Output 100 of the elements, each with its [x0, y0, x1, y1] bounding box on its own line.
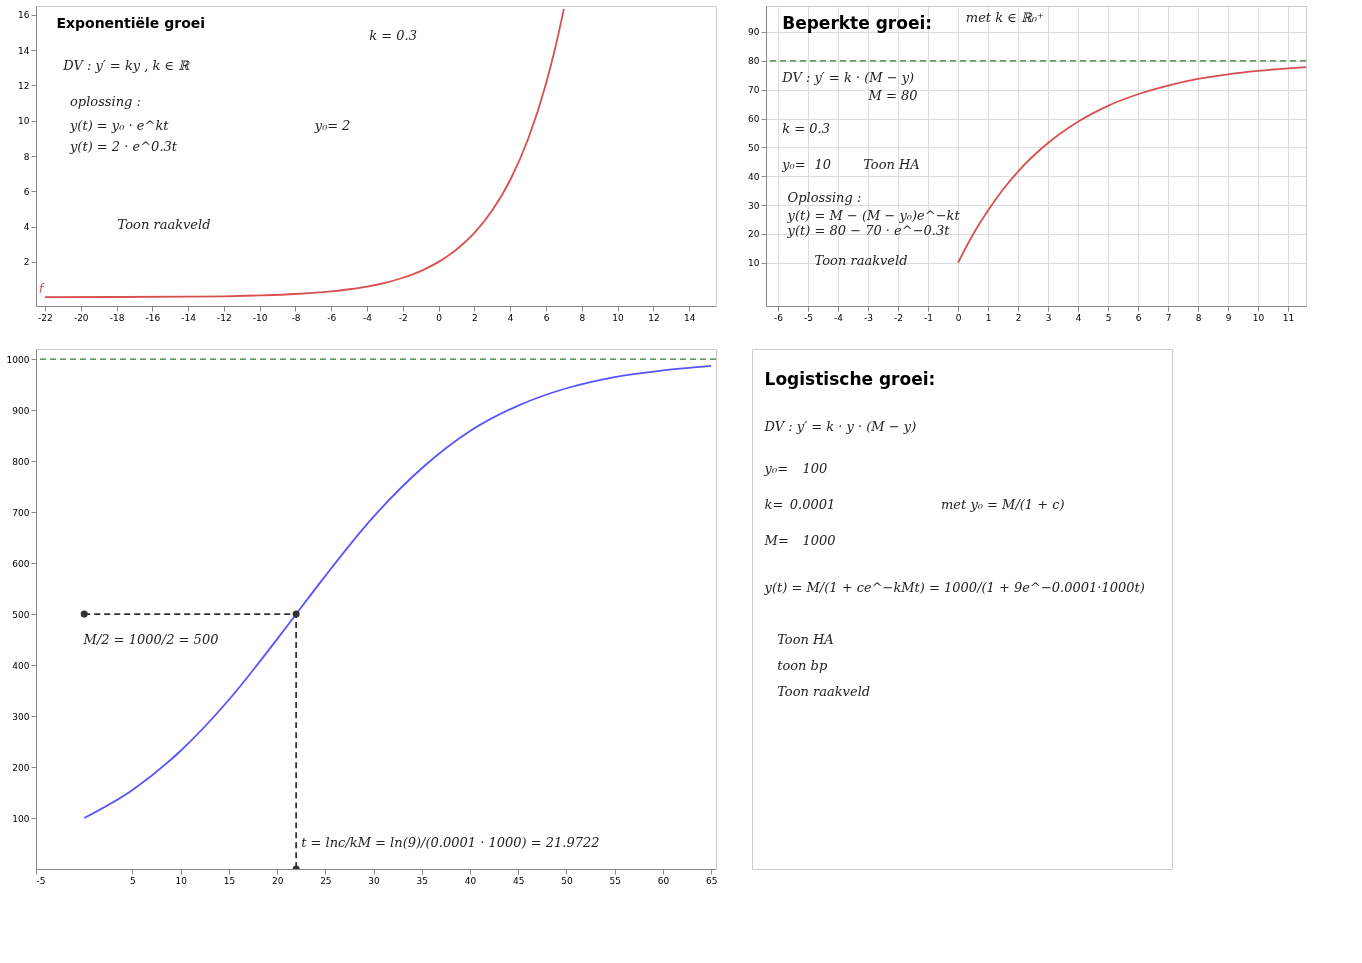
x-tick-label: -1	[924, 312, 933, 323]
y-tick-label: 600	[12, 558, 30, 569]
y-tick-label: 16	[18, 10, 30, 21]
y-tick-label: 60	[748, 114, 760, 124]
x-tick-label: -8	[291, 312, 301, 323]
x-tick-label: -5	[804, 312, 813, 323]
y-tick-label: 20	[748, 229, 760, 240]
annotation: t = lnc/kM = ln(9)/(0.0001 · 1000) = 21.9722	[301, 835, 600, 850]
annotation: M/2 = 1000/2 = 500	[82, 632, 219, 648]
x-tick-label: 14	[683, 312, 696, 323]
annotation: 10	[814, 157, 832, 172]
annotation: M = 80	[867, 88, 918, 103]
x-tick-label: -4	[834, 312, 844, 323]
annotation: y(t) = 2 · e^0.3t	[69, 139, 178, 154]
x-tick-label: 8	[579, 312, 586, 323]
x-tick-label: -6	[774, 312, 784, 323]
annotation: Toon raakveld	[117, 217, 211, 232]
y-tick-label: 700	[12, 507, 30, 518]
annotation: DV : y′ = k · (M − y)	[781, 70, 915, 85]
x-tick-label: 8	[1195, 312, 1202, 323]
y-tick-label: 100	[12, 813, 30, 824]
annotation: y(t) = M − (M − y₀)e^−kt	[786, 208, 961, 223]
x-tick-label: -16	[145, 312, 161, 323]
y-tick-label: 1000	[6, 354, 30, 365]
text: 100	[802, 460, 828, 476]
y-tick-label: 40	[748, 171, 760, 182]
x-tick-label: 4	[1075, 312, 1082, 323]
annotation: DV : y′ = ky , k ∈ ℝ	[62, 58, 191, 73]
y-tick-label: 2	[23, 257, 30, 268]
x-tick-label: 45	[513, 875, 525, 886]
y-tick-label: 10	[18, 116, 30, 127]
text: M=	[763, 533, 789, 549]
y-tick-label: 200	[12, 762, 30, 773]
text: toon bp	[777, 658, 828, 674]
x-tick-label: 55	[609, 875, 621, 886]
x-tick-label: -12	[217, 312, 232, 323]
y-tick-label: 4	[23, 222, 30, 233]
y-tick-label: 10	[748, 258, 760, 269]
series-label: f	[38, 282, 45, 297]
y-tick-label: 6	[23, 186, 30, 197]
y-tick-label: 400	[12, 660, 30, 671]
annotation: y(t) = y₀ · e^kt	[69, 118, 170, 133]
y-tick-label: 50	[748, 142, 760, 153]
text: DV : y′ = k · y · (M − y)	[763, 419, 917, 434]
annotation: Toon raakveld	[814, 253, 908, 268]
text: 0.0001	[789, 497, 836, 512]
y-tick-label: 300	[12, 711, 30, 722]
y-tick-label: 500	[12, 609, 30, 620]
x-tick-label: 25	[320, 875, 332, 886]
x-tick-label: 2	[1015, 312, 1022, 323]
x-tick-label: 0	[955, 312, 962, 323]
x-tick-label: -6	[327, 312, 337, 323]
y-tick-label: 8	[23, 151, 30, 162]
x-tick-label: 7	[1165, 312, 1172, 323]
annotation: y₀=	[313, 118, 339, 133]
x-tick-label: 30	[368, 875, 381, 886]
x-tick-label: -5	[36, 875, 46, 886]
y-tick-label: 14	[18, 45, 30, 56]
x-tick-label: 11	[1282, 312, 1295, 323]
y-tick-label: 80	[748, 56, 760, 67]
x-tick-label: -2	[894, 312, 903, 323]
x-tick-label: -20	[73, 312, 89, 323]
x-tick-label: 10	[1252, 312, 1265, 323]
annotation: Oplossing :	[787, 190, 862, 205]
x-tick-label: -10	[252, 312, 268, 323]
x-tick-label: 2	[472, 312, 478, 323]
x-tick-label: 65	[705, 875, 718, 886]
x-tick-label: 10	[612, 312, 625, 323]
annotation: 2	[341, 118, 351, 133]
x-tick-label: 6	[1135, 312, 1142, 323]
x-tick-label: 9	[1225, 312, 1232, 323]
x-tick-label: 40	[464, 875, 477, 886]
x-tick-label: 6	[543, 312, 550, 323]
text: k=	[764, 497, 784, 512]
y-tick-label: 70	[748, 85, 760, 96]
x-tick-label: 10	[175, 875, 188, 886]
y-tick-label: 12	[18, 80, 30, 91]
x-tick-label: 0	[436, 312, 443, 323]
y-tick-label: 800	[12, 456, 30, 467]
x-tick-label: 5	[1105, 312, 1112, 323]
x-tick-label: -18	[109, 312, 125, 323]
text: met y₀ = M/(1 + c)	[941, 497, 1065, 512]
line-series	[83, 364, 713, 819]
x-tick-label: 5	[130, 875, 136, 886]
text: Toon HA	[777, 632, 834, 648]
x-tick-label: -14	[181, 312, 197, 323]
annotation: k = 0.3	[369, 28, 417, 43]
text: y₀=	[763, 460, 789, 476]
text: Toon raakveld	[777, 684, 871, 700]
x-tick-label: -2	[398, 312, 408, 323]
annotation: Toon HA	[863, 157, 920, 172]
y-tick-label: 900	[12, 405, 30, 416]
text: Exponentiële groei	[56, 15, 206, 31]
x-tick-label: 35	[416, 875, 429, 886]
x-tick-label: 50	[561, 875, 573, 886]
text: 1000	[802, 533, 836, 549]
x-tick-label: 15	[223, 875, 236, 886]
x-tick-label: 4	[507, 312, 514, 323]
x-tick-label: 12	[648, 312, 660, 323]
annotation: k = 0.3	[782, 121, 830, 136]
